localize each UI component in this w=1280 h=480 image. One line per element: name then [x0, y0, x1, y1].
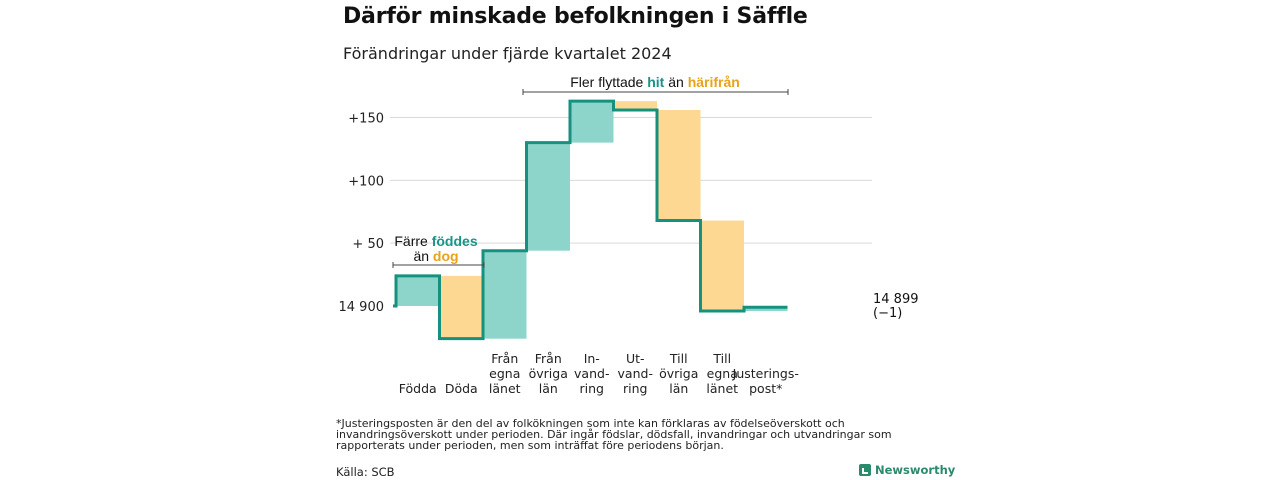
y-tick-label: +150 — [348, 112, 384, 127]
waterfall-bar — [483, 250, 527, 339]
x-tick-label: Döda — [445, 381, 478, 396]
annotation-left-orange: dog — [432, 248, 459, 264]
x-tick-label: Från — [535, 351, 562, 366]
annotation-top-mid: än — [668, 74, 684, 90]
annotation-left-green: föddes — [431, 233, 478, 249]
x-tick-label: län — [669, 381, 688, 396]
source-label: Källa: SCB — [336, 465, 395, 479]
brand-logo: Newsworthy — [859, 463, 955, 477]
waterfall-bar — [744, 307, 788, 312]
cumulative-step-line — [393, 99, 788, 341]
annotation-left-mid: än — [413, 248, 430, 264]
x-tick-label: ring — [623, 381, 647, 396]
brand-name: Newsworthy — [875, 463, 956, 477]
waterfall-bar — [570, 101, 614, 143]
x-tick-label: Födda — [399, 381, 437, 396]
footnote: *Justeringsposten är den del av folkökni… — [336, 417, 892, 452]
annotation-left-pre: Färre — [394, 233, 428, 249]
x-tick-label: ring — [580, 381, 604, 396]
y-tick-label: 14 900 — [339, 300, 385, 315]
x-tick-label: vand- — [574, 366, 609, 381]
x-tick-label: post* — [749, 381, 782, 396]
end-value: 14 899 — [873, 292, 919, 307]
x-tick-label: Till — [669, 351, 688, 366]
end-value-label: 14 899 (−1) — [873, 293, 919, 321]
chart-title: Därför minskade befolkningen i Säffle — [343, 4, 808, 29]
y-tick-label: + 50 — [352, 237, 384, 252]
x-tick-label: egna — [707, 366, 738, 381]
waterfall-bar — [613, 101, 657, 110]
x-tick-label: In- — [584, 351, 600, 366]
waterfall-bar — [657, 109, 701, 221]
x-tick-label: länet — [706, 381, 738, 396]
x-tick-label: länet — [489, 381, 521, 396]
annotation-top-pre: Fler flyttade — [570, 74, 644, 90]
waterfall-bar — [439, 275, 483, 339]
annotation-top-orange: härifrån — [687, 74, 740, 90]
chart-subtitle: Förändringar under fjärde kvartalet 2024 — [343, 44, 672, 63]
waterfall-bar — [700, 220, 744, 312]
annotation-births-deaths: Färre föddes än dog — [386, 234, 486, 264]
waterfall-bar — [396, 275, 440, 306]
annotation-migration: Fler flyttade hit än härifrån — [520, 75, 790, 90]
newsworthy-logo-icon — [859, 464, 871, 476]
waterfall-bar — [526, 142, 570, 251]
y-tick-label: +100 — [348, 174, 384, 189]
end-change: (−1) — [873, 306, 903, 321]
x-tick-label: Ut- — [626, 351, 645, 366]
annotation-top-green: hit — [647, 74, 665, 90]
x-tick-label: egna — [489, 366, 520, 381]
x-tick-label: vand- — [618, 366, 653, 381]
x-tick-label: övriga — [659, 366, 698, 381]
x-tick-label: Till — [712, 351, 731, 366]
x-tick-label: Från — [491, 351, 518, 366]
x-tick-label: län — [539, 381, 558, 396]
x-tick-label: Justerings- — [732, 366, 799, 381]
x-tick-label: övriga — [529, 366, 568, 381]
